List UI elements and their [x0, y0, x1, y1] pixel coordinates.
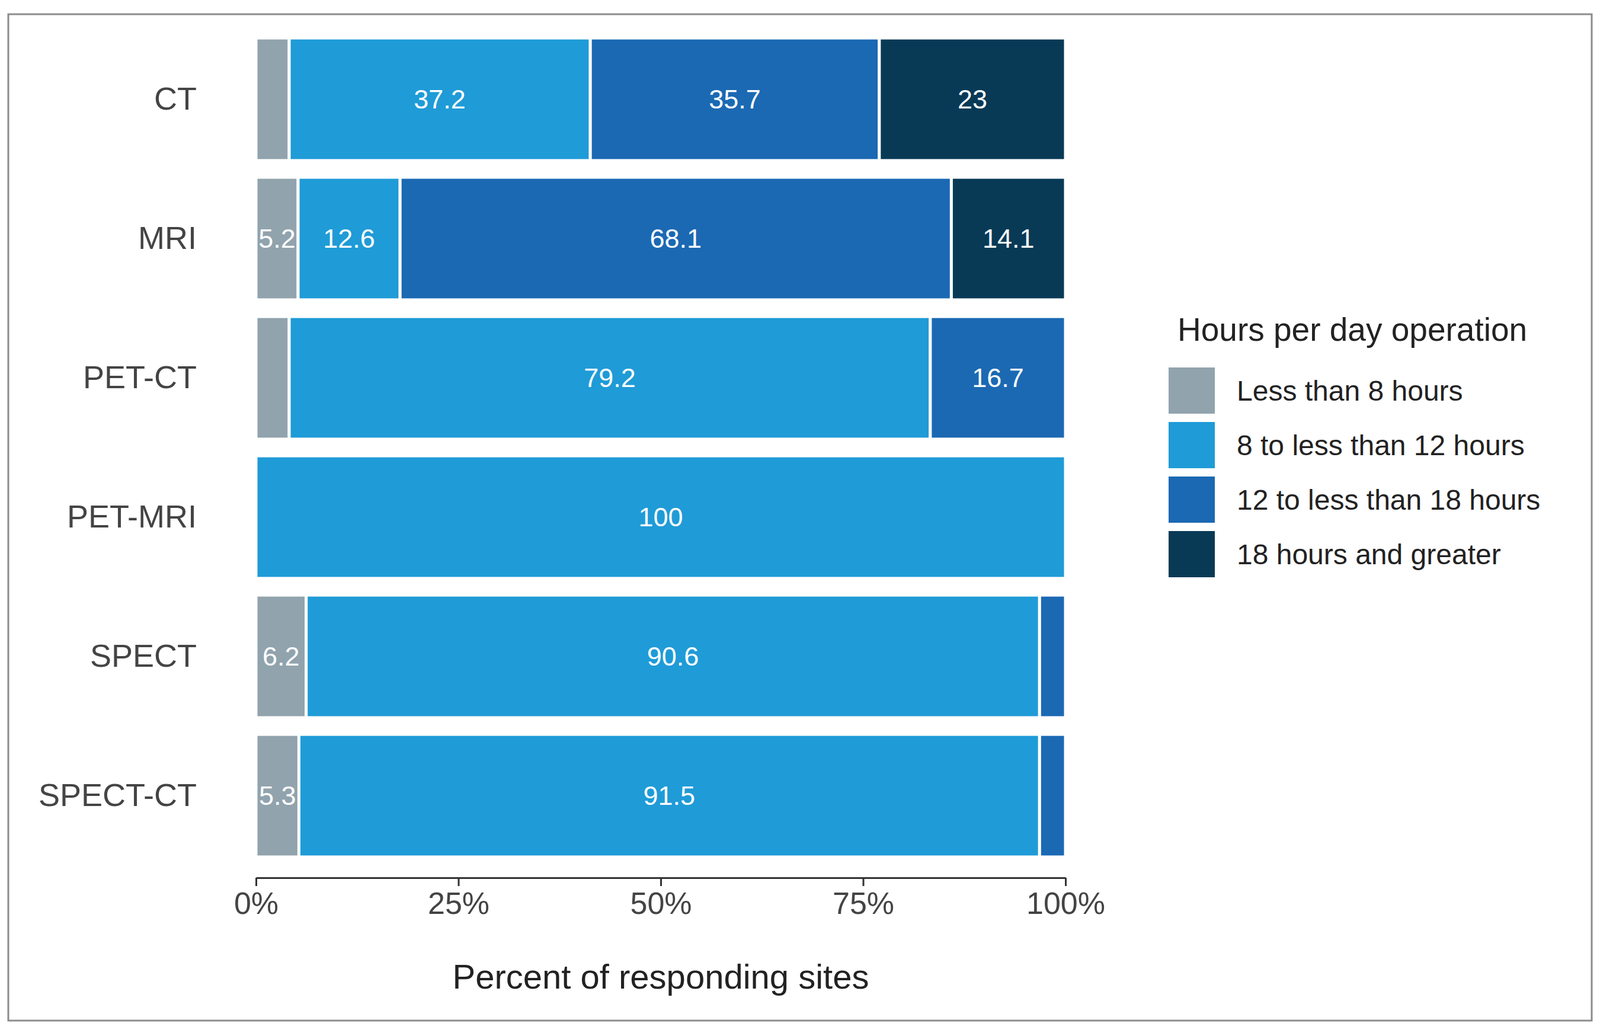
data-label: 12.6 [322, 223, 376, 254]
chart: 37.2 35.7 23 5.2 12.6 68.1 14.1 79.2 16.7 100 6.2 9… [0, 0, 1600, 1036]
bar-segment [879, 37, 1066, 161]
y-tick: CT [154, 80, 197, 117]
bar-segment [930, 316, 1066, 440]
bar-segment [256, 316, 290, 440]
x-tick-mark [862, 877, 865, 886]
y-tick: PET-MRI [66, 498, 197, 534]
bar-segment [1064, 316, 1067, 440]
x-axis-title: Percent of responding sites [452, 957, 870, 996]
y-tick-label: MRI [138, 219, 197, 256]
y-tick: SPECT [90, 637, 197, 674]
data-label: 90.6 [647, 641, 700, 672]
y-tick: MRI [138, 219, 197, 256]
x-tick: 50% [629, 877, 692, 921]
data-label: 16.7 [971, 362, 1024, 393]
bar-segment [306, 594, 1040, 718]
bar-segment [256, 455, 1066, 579]
bar-segment [298, 734, 1040, 857]
data-label: 68.1 [649, 223, 702, 254]
bar-segment [400, 177, 952, 300]
legend-swatch [1168, 367, 1215, 414]
legend-label: Less than 8 hours [1236, 375, 1464, 407]
x-tick-label: 100% [1026, 885, 1106, 921]
data-label: 91.5 [643, 780, 696, 811]
bar-segment [256, 177, 299, 300]
bar-segment [1039, 734, 1066, 857]
frame [8, 14, 1592, 1021]
legend-title: Hours per day operation [1177, 311, 1528, 348]
y-tick-label: PET-MRI [66, 498, 197, 534]
bar-segment [298, 177, 400, 300]
bar-segment [1039, 594, 1066, 718]
data-label: 6.2 [262, 641, 300, 672]
bar-segment [289, 37, 591, 161]
x-tick: 25% [427, 877, 490, 921]
bar-segment [590, 37, 880, 161]
legend: Hours per day operation Less than 8 hours… [1168, 311, 1541, 578]
bar-segment [1064, 734, 1067, 857]
bar-segment [256, 734, 299, 857]
legend-label: 12 to less than 18 hours [1236, 484, 1541, 516]
x-tick-mark [660, 877, 662, 886]
x-tick-label: 25% [427, 885, 490, 921]
bars [256, 37, 1066, 857]
data-label: 35.7 [708, 84, 761, 115]
bar-segment [256, 37, 290, 161]
data-label: 37.2 [413, 84, 466, 115]
legend-label: 8 to less than 12 hours [1236, 429, 1525, 462]
y-tick-label: SPECT [90, 637, 197, 674]
x-tick-label: 0% [234, 885, 279, 921]
y-tick-label: SPECT-CT [38, 776, 197, 813]
legend-swatch [1168, 421, 1215, 469]
y-tick-label: PET-CT [82, 359, 197, 395]
data-labels: 37.2 35.7 23 5.2 12.6 68.1 14.1 79.2 16.7 100 6.2 9… [258, 84, 1035, 811]
x-tick: 0% [234, 877, 279, 921]
bar-segment [256, 594, 307, 718]
data-label: 23 [957, 84, 988, 115]
y-tick-label: CT [154, 80, 197, 117]
data-label: 14.1 [982, 223, 1035, 254]
x-tick: 100% [1026, 877, 1106, 921]
bar-segment [951, 177, 1066, 300]
data-label: 5.2 [258, 223, 296, 254]
legend-label: 18 hours and greater [1236, 538, 1502, 571]
x-tick-mark [458, 877, 460, 886]
bar-segment [1064, 455, 1067, 579]
x-tick-label: 75% [832, 885, 895, 921]
y-axis: CT MRI PET-CT PET-MRI SPECT SPECT-CT [38, 80, 197, 813]
y-tick: PET-CT [82, 359, 197, 395]
legend-swatch [1168, 530, 1215, 578]
data-label: 79.2 [583, 362, 636, 393]
data-label: 5.3 [258, 780, 297, 811]
y-tick: SPECT-CT [38, 776, 197, 813]
bar-segment [1064, 455, 1067, 579]
bar-segment [289, 316, 931, 440]
x-tick-label: 50% [629, 885, 692, 921]
data-label: 100 [638, 501, 683, 533]
x-tick-mark [1064, 877, 1067, 886]
x-axis: 0% 25% 50% 75% 100% [234, 877, 1106, 921]
x-tick-mark [255, 877, 258, 886]
legend-swatch [1168, 476, 1215, 523]
x-tick: 75% [832, 877, 895, 921]
bar-segment [1064, 594, 1067, 718]
